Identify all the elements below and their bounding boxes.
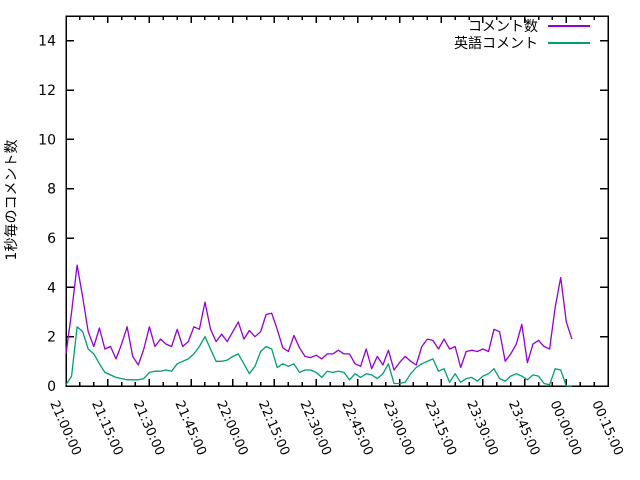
y-tick-label: 12 [38, 83, 56, 99]
x-tick-label: 21:45:00 [171, 399, 208, 458]
y-axis-title: 1秒毎のコメント数 [4, 139, 20, 261]
series-line-0 [65, 264, 573, 371]
legend-item-english-comments: 英語コメント [454, 34, 590, 52]
legend-item-comments: コメント数 [454, 17, 590, 35]
x-tick-label: 21:00:00 [46, 399, 83, 458]
legend-label-english-comments: 英語コメント [454, 35, 538, 52]
y-tick-label: 4 [47, 280, 56, 296]
plot-border [65, 15, 609, 387]
legend-line-sample-english-comments [548, 41, 590, 44]
x-tick-label: 23:15:00 [422, 399, 459, 458]
series-line-1 [65, 326, 572, 387]
y-tick-label: 0 [47, 379, 56, 395]
legend: コメント数 英語コメント [454, 17, 590, 52]
x-tick-label: 21:30:00 [130, 399, 167, 458]
x-tick-label: 22:15:00 [255, 399, 292, 458]
x-tick-label: 00:00:00 [547, 399, 584, 458]
x-tick-label: 22:00:00 [213, 399, 250, 458]
x-tick-label: 22:45:00 [338, 399, 375, 458]
y-tick-label: 2 [47, 330, 56, 346]
y-tick-label: 14 [38, 34, 56, 50]
x-tick-label: 23:30:00 [463, 399, 500, 458]
x-tick-label: 00:15:00 [588, 399, 625, 458]
x-tick-label: 21:15:00 [88, 399, 125, 458]
legend-label-comments: コメント数 [468, 18, 538, 35]
legend-line-sample-comments [548, 24, 590, 27]
y-tick-label: 10 [38, 132, 56, 148]
x-tick-label: 23:00:00 [380, 399, 417, 458]
x-tick-label: 22:30:00 [296, 399, 333, 458]
y-tick-label: 6 [47, 231, 56, 247]
x-tick-label: 23:45:00 [505, 399, 542, 458]
y-tick-label: 8 [47, 182, 56, 198]
